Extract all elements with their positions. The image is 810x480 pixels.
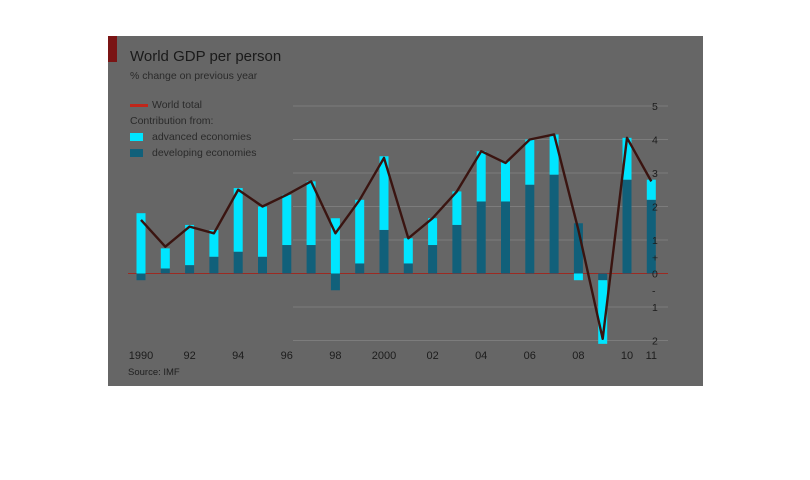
x-tick-label: 96 (281, 350, 293, 362)
developing-bar (476, 201, 486, 274)
x-tick-label: 92 (183, 350, 195, 362)
advanced-bar (549, 134, 559, 175)
developing-bar (282, 245, 292, 274)
legend-heading: Contribution from: (130, 115, 214, 127)
advanced-bar (282, 194, 292, 246)
developing-bar (549, 174, 559, 274)
legend: World total Contribution from: advanced … (130, 97, 257, 161)
chart-panel: 5 4 3 2 1 +0-1 2 1990 92 94 96 98 2000 02 04 06 08 10 11 … (108, 36, 703, 386)
y-tick-label: - (652, 286, 656, 298)
developing-bar (598, 273, 608, 281)
developing-bar (330, 273, 340, 291)
x-tick-label: 1990 (129, 350, 153, 362)
developing-bar (233, 251, 243, 274)
legend-label-developing: developing economies (152, 147, 257, 159)
developing-bar (452, 224, 462, 274)
advanced-bar (330, 218, 340, 274)
advanced-bar (185, 224, 195, 266)
advanced-bar (160, 248, 170, 269)
advanced-bar (379, 156, 389, 230)
legend-item-developing: developing economies (130, 145, 257, 161)
y-tick-labels: 5 4 3 2 1 +0 - 1 2 (652, 101, 658, 348)
y-tick-label: 1 (652, 302, 658, 314)
advanced-swatch (130, 133, 143, 142)
x-tick-label: 94 (232, 350, 244, 362)
brand-tab (108, 36, 117, 62)
advanced-bar (209, 229, 219, 257)
x-tick-label: 98 (329, 350, 341, 362)
y-tick-label: 2 (652, 336, 658, 348)
y-tick-label: 4 (652, 135, 658, 147)
developing-swatch (130, 149, 143, 158)
source-note: Source: IMF (128, 367, 180, 378)
developing-bar (622, 179, 632, 274)
developing-bar (501, 201, 510, 274)
advanced-bar (622, 137, 632, 180)
line-swatch (130, 103, 148, 107)
world-total-line (140, 133, 653, 341)
developing-bar (209, 256, 219, 274)
advanced-bar (355, 199, 365, 264)
x-tick-label: 06 (524, 350, 536, 362)
developing-bar (573, 223, 583, 274)
advanced-bar (501, 161, 510, 202)
y-tick-label: 1 (652, 235, 658, 247)
developing-bar (355, 263, 365, 274)
advanced-bar (573, 273, 583, 281)
advanced-bar (136, 213, 146, 274)
advanced-bar (233, 188, 243, 252)
y-tick-label: 2 (652, 202, 658, 214)
developing-bar (379, 229, 389, 274)
advanced-bar (403, 238, 413, 264)
chart-subtitle: % change on previous year (130, 70, 258, 82)
advanced-bar (646, 179, 656, 200)
x-tick-label: 02 (426, 350, 438, 362)
advanced-bar (525, 139, 535, 185)
advanced-bar (428, 218, 438, 246)
y-tick-label: 3 (652, 168, 658, 180)
x-tick-label: 11 (646, 350, 657, 362)
y-tick-label: + (652, 253, 658, 265)
developing-bar (185, 265, 195, 274)
advanced-bar (598, 280, 608, 344)
legend-label-world-total: World total (152, 99, 202, 111)
developing-bar (306, 245, 316, 274)
y-tick-label: 0 (652, 269, 658, 281)
x-tick-label: 10 (621, 350, 633, 362)
x-tick-labels: 1990 92 94 96 98 2000 02 04 06 08 10 11 (129, 350, 657, 362)
x-tick-label: 08 (572, 350, 584, 362)
developing-bar (525, 184, 535, 274)
x-tick-label: 2000 (372, 350, 396, 362)
advanced-bar (258, 206, 267, 257)
developing-bar (428, 245, 438, 274)
bars (136, 134, 656, 344)
developing-bar (403, 263, 413, 274)
developing-bar (136, 273, 146, 281)
legend-label-advanced: advanced economies (152, 131, 252, 143)
y-tick-label: 5 (652, 101, 658, 113)
chart-plot: 5 4 3 2 1 +0 - 1 2 1990 92 94 96 98 2000 02 04 06 08 10 11 (128, 101, 668, 362)
legend-item-advanced: advanced economies (130, 129, 257, 145)
chart-title: World GDP per person (130, 48, 282, 65)
developing-bar (160, 268, 170, 274)
developing-bar (646, 199, 656, 274)
developing-bar (258, 256, 267, 274)
advanced-bar (452, 191, 462, 225)
advanced-bar (306, 181, 316, 246)
x-tick-label: 04 (475, 350, 487, 362)
advanced-bar (476, 151, 486, 202)
legend-item-world-total: World total (130, 97, 257, 113)
world-total-line-group (140, 133, 653, 341)
